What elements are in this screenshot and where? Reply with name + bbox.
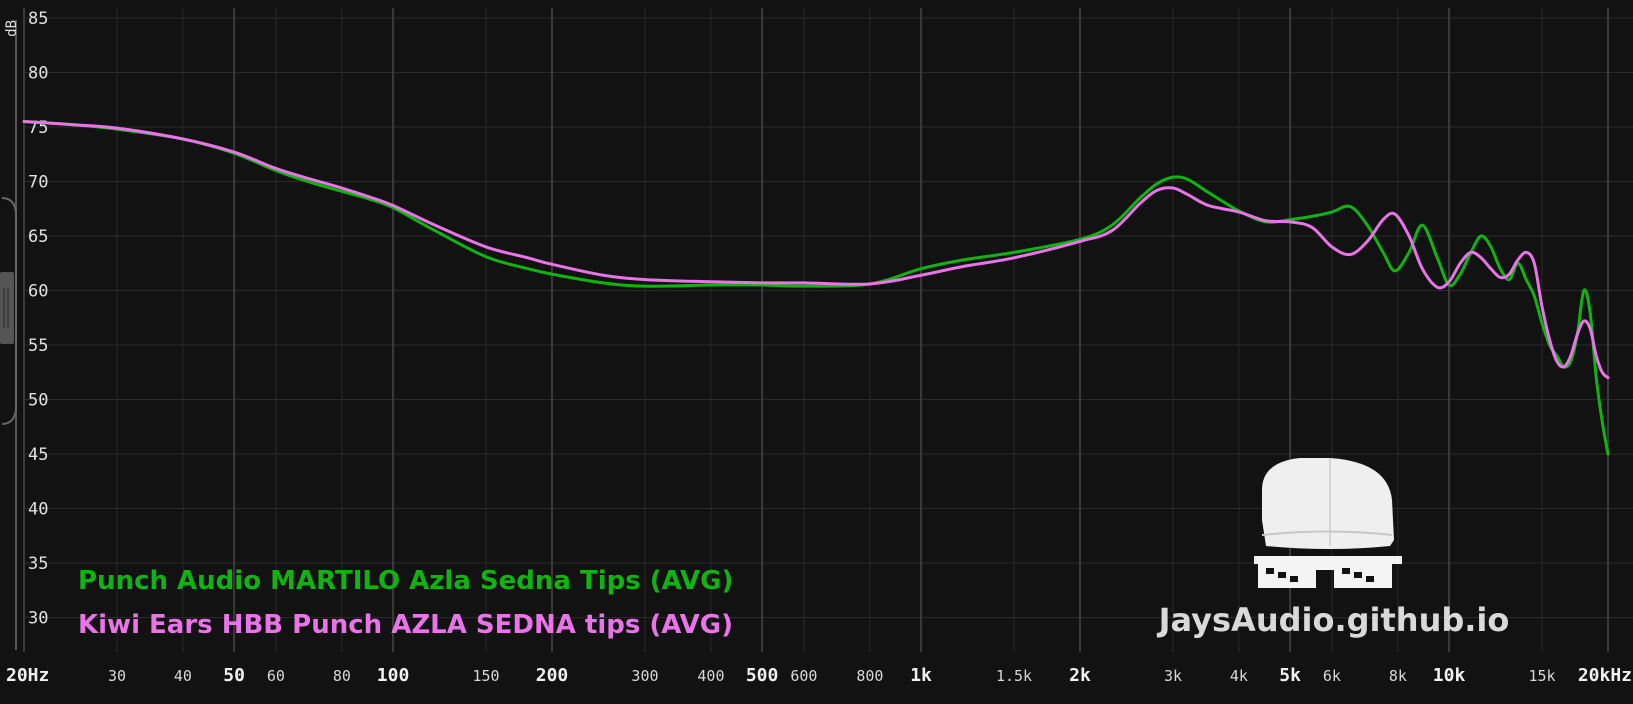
x-tick-label: 300 [631, 667, 658, 685]
x-tick-label: 800 [856, 667, 883, 685]
y-tick-label: 50 [28, 391, 48, 411]
watermark-logo [1254, 458, 1402, 588]
x-tick-label: 4k [1230, 667, 1248, 685]
y-tick-label: 85 [28, 9, 48, 29]
x-tick-label: 80 [333, 667, 351, 685]
cap-icon [1262, 458, 1394, 549]
x-tick-label: 400 [697, 667, 724, 685]
y-tick-label: 70 [28, 173, 48, 193]
x-tick-label: 60 [267, 667, 285, 685]
y-tick-label: 30 [28, 609, 48, 629]
x-tick-label: 600 [790, 667, 817, 685]
y-tick-label: 80 [28, 64, 48, 84]
x-tick-label: 150 [472, 667, 499, 685]
legend: Punch Audio MARTILO Azla Sedna Tips (AVG… [78, 566, 733, 640]
x-tick-label: 20Hz [6, 665, 49, 686]
x-tick-label: 500 [746, 665, 779, 686]
series-layer [22, 120, 1610, 456]
y-tick-label: 35 [28, 554, 48, 574]
pixel-sunglasses-icon [1254, 556, 1402, 588]
y-tick-label: 40 [28, 500, 48, 520]
x-tick-label: 1k [910, 665, 932, 686]
y-tick-label: 55 [28, 336, 48, 356]
y-axis-unit-label: dB [4, 20, 20, 37]
y-axis-scale-handle[interactable] [0, 20, 17, 650]
x-tick-label: 6k [1323, 667, 1341, 685]
legend-entry-2[interactable]: Kiwi Ears HBB Punch AZLA SEDNA tips (AVG… [78, 610, 733, 640]
x-tick-label: 3k [1164, 667, 1182, 685]
watermark-text: JaysAudio.github.io [1157, 601, 1510, 639]
y-tick-label: 45 [28, 445, 48, 465]
legend-entry-1[interactable]: Punch Audio MARTILO Azla Sedna Tips (AVG… [78, 566, 733, 596]
x-tick-label: 30 [108, 667, 126, 685]
x-gridlines [23, 8, 1609, 652]
x-tick-label: 20kHz [1578, 665, 1632, 686]
x-tick-label: 200 [536, 665, 569, 686]
x-tick-label: 1.5k [996, 667, 1032, 685]
x-tick-label: 10k [1433, 665, 1466, 686]
x-tick-label: 100 [377, 665, 410, 686]
y-tick-label: 65 [28, 227, 48, 247]
x-tick-label: 15k [1528, 667, 1555, 685]
x-tick-labels: 20Hz 30 40 50 60 80 100 150 200 300 400 500 600 800 1k… [6, 665, 1632, 686]
x-tick-label: 8k [1389, 667, 1407, 685]
x-tick-label: 40 [174, 667, 192, 685]
y-tick-label: 60 [28, 282, 48, 302]
x-tick-label: 5k [1279, 665, 1301, 686]
x-tick-label: 50 [223, 665, 245, 686]
x-tick-label: 2k [1069, 665, 1091, 686]
series-line-2[interactable] [22, 120, 1610, 380]
